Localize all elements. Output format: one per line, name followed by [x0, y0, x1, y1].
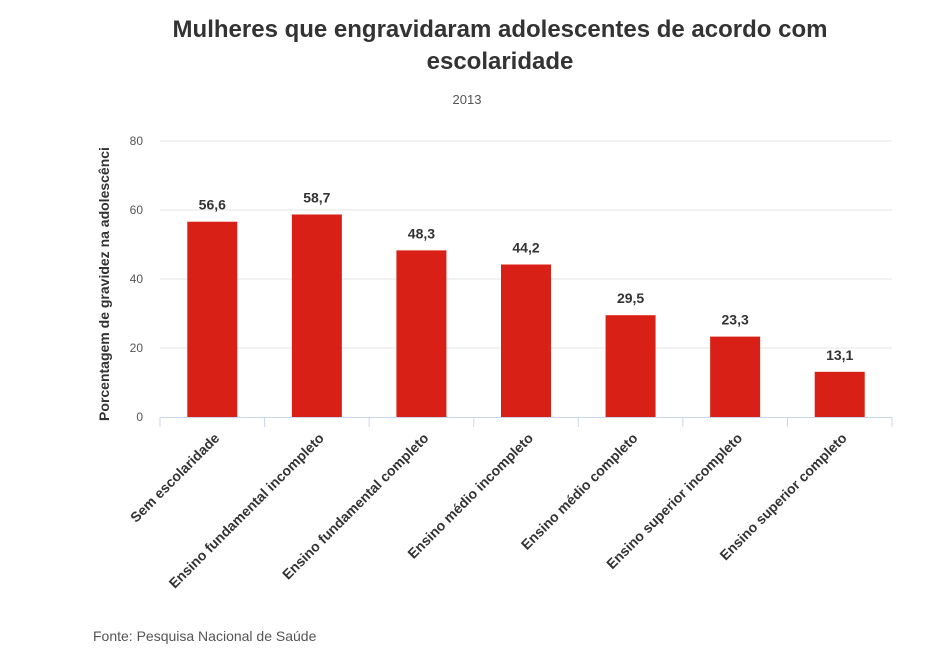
y-tick-label: 80 [130, 134, 144, 148]
bar[interactable] [291, 214, 342, 417]
bar[interactable] [501, 264, 551, 417]
bar[interactable] [605, 315, 656, 417]
y-axis-label: Porcentagem de gravidez na adolescênci [96, 147, 112, 421]
bar[interactable] [396, 250, 447, 417]
y-tick-label: 0 [136, 410, 143, 424]
chart-subtitle: 2013 [452, 92, 482, 107]
bar[interactable] [187, 221, 238, 417]
bar[interactable] [710, 336, 761, 417]
x-tick-label: Ensino médio incompleto [404, 430, 536, 562]
data-label: 58,7 [303, 189, 330, 205]
data-label: 48,3 [408, 225, 435, 241]
data-label: 44,2 [512, 240, 539, 256]
source-note: Fonte: Pesquisa Nacional de Saúde [93, 628, 317, 644]
x-tick-label: Ensino médio completo [518, 430, 641, 553]
y-tick-label: 40 [130, 272, 144, 286]
data-label: 23,3 [722, 312, 749, 328]
data-label: 56,6 [199, 197, 226, 213]
bar[interactable] [814, 371, 865, 417]
chart-title: Mulheres que engravidaram adolescentes d… [172, 16, 828, 75]
data-label: 13,1 [826, 347, 853, 363]
data-label: 29,5 [617, 290, 644, 306]
y-tick-label: 20 [130, 341, 144, 355]
y-tick-label: 60 [130, 203, 144, 217]
x-tick-label: Sem escolaridade [127, 430, 223, 526]
